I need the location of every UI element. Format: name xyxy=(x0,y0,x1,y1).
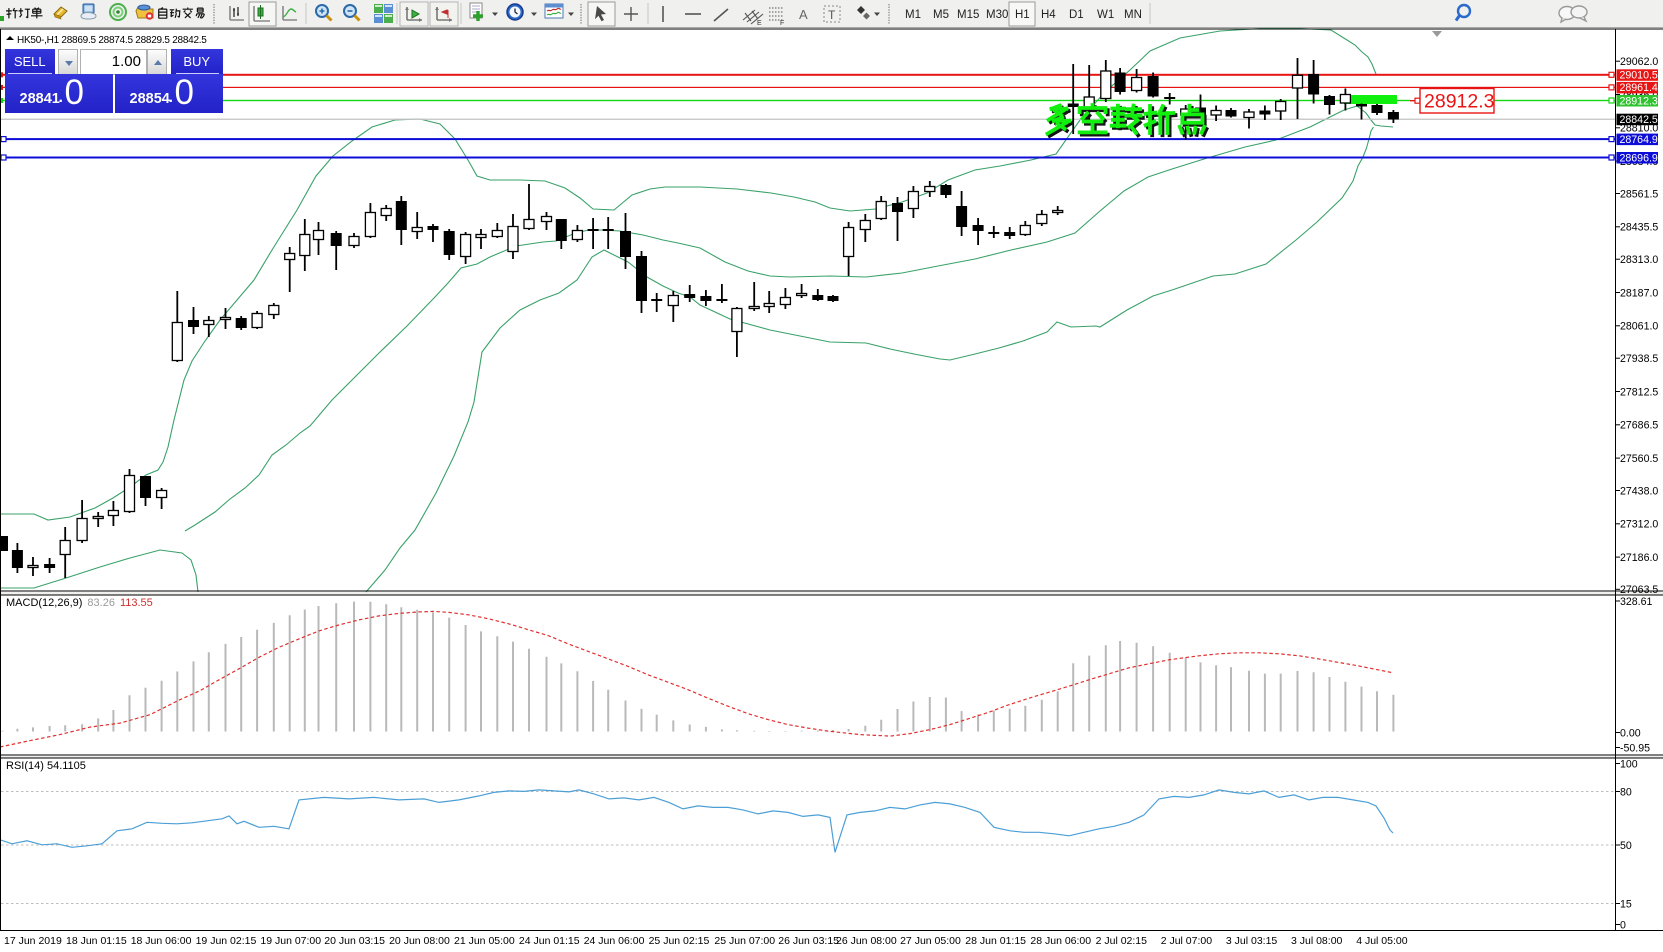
svg-text:F: F xyxy=(780,20,784,27)
svg-text:M5: M5 xyxy=(933,9,949,21)
svg-text:15: 15 xyxy=(1620,898,1632,910)
svg-text:2 Jul 02:15: 2 Jul 02:15 xyxy=(1096,935,1148,947)
svg-text:28764.9: 28764.9 xyxy=(1620,134,1658,146)
svg-text:28810.0: 28810.0 xyxy=(1620,123,1658,135)
svg-text:19 Jun 02:15: 19 Jun 02:15 xyxy=(196,935,257,947)
svg-text:28561.5: 28561.5 xyxy=(1620,188,1658,200)
svg-text:24 Jun 06:00: 24 Jun 06:00 xyxy=(584,935,645,947)
svg-text:M30: M30 xyxy=(986,9,1008,21)
svg-text:28696.9: 28696.9 xyxy=(1620,152,1658,164)
svg-text:28435.5: 28435.5 xyxy=(1620,222,1658,234)
svg-text:18 Jun 01:15: 18 Jun 01:15 xyxy=(66,935,127,947)
svg-text:27938.5: 27938.5 xyxy=(1620,353,1658,365)
svg-text:17 Jun 2019: 17 Jun 2019 xyxy=(4,935,62,947)
svg-text:80: 80 xyxy=(1620,786,1632,798)
svg-text:28912.3: 28912.3 xyxy=(1424,91,1495,113)
svg-text:MN: MN xyxy=(1124,9,1142,21)
svg-text:A: A xyxy=(799,7,808,22)
svg-text:0.00: 0.00 xyxy=(1620,727,1641,739)
svg-text:26 Jun 03:15: 26 Jun 03:15 xyxy=(778,935,839,947)
svg-text:328.61: 328.61 xyxy=(1620,596,1653,608)
svg-text:M1: M1 xyxy=(905,9,921,21)
svg-text:29062.0: 29062.0 xyxy=(1620,56,1658,68)
svg-text:25 Jun 07:00: 25 Jun 07:00 xyxy=(714,935,775,947)
svg-text:18 Jun 06:00: 18 Jun 06:00 xyxy=(131,935,192,947)
svg-text:27186.0: 27186.0 xyxy=(1620,552,1658,564)
svg-text:25 Jun 02:15: 25 Jun 02:15 xyxy=(649,935,710,947)
svg-text:26 Jun 08:00: 26 Jun 08:00 xyxy=(836,935,897,947)
svg-text:28061.0: 28061.0 xyxy=(1620,321,1658,333)
svg-text:27686.5: 27686.5 xyxy=(1620,420,1658,432)
svg-text:20 Jun 08:00: 20 Jun 08:00 xyxy=(389,935,450,947)
svg-text:RSI(14) 54.1105: RSI(14) 54.1105 xyxy=(6,760,86,772)
svg-text:4 Jul 05:00: 4 Jul 05:00 xyxy=(1356,935,1408,947)
svg-text:T: T xyxy=(828,8,836,22)
svg-text:0: 0 xyxy=(1620,919,1626,931)
svg-text:3 Jul 08:00: 3 Jul 08:00 xyxy=(1291,935,1343,947)
svg-text:27560.5: 27560.5 xyxy=(1620,453,1658,465)
svg-text:27 Jun 05:00: 27 Jun 05:00 xyxy=(900,935,961,947)
svg-text:28842.5: 28842.5 xyxy=(1620,114,1658,126)
svg-text:H4: H4 xyxy=(1041,9,1056,21)
svg-text:HK50-,H1 28869.5 28874.5 2882: HK50-,H1 28869.5 28874.5 28829.5 28842.5 xyxy=(17,35,207,46)
svg-text:27312.0: 27312.0 xyxy=(1620,519,1658,531)
svg-text:3 Jul 03:15: 3 Jul 03:15 xyxy=(1226,935,1278,947)
svg-text:W1: W1 xyxy=(1097,9,1114,21)
svg-text:20 Jun 03:15: 20 Jun 03:15 xyxy=(324,935,385,947)
svg-text:19 Jun 07:00: 19 Jun 07:00 xyxy=(260,935,321,947)
svg-text:28 Jun 01:15: 28 Jun 01:15 xyxy=(965,935,1026,947)
svg-text:E: E xyxy=(757,20,762,27)
svg-text:27438.0: 27438.0 xyxy=(1620,485,1658,497)
svg-text:28187.0: 28187.0 xyxy=(1620,287,1658,299)
svg-text:24 Jun 01:15: 24 Jun 01:15 xyxy=(519,935,580,947)
svg-text:28912.3: 28912.3 xyxy=(1620,95,1658,107)
svg-text:28961.4: 28961.4 xyxy=(1620,82,1658,94)
svg-text:M15: M15 xyxy=(957,9,979,21)
svg-text:50: 50 xyxy=(1620,840,1632,852)
svg-text:28 Jun 06:00: 28 Jun 06:00 xyxy=(1030,935,1091,947)
svg-text:27812.5: 27812.5 xyxy=(1620,386,1658,398)
svg-text:28313.0: 28313.0 xyxy=(1620,254,1658,266)
svg-text:D1: D1 xyxy=(1069,9,1084,21)
svg-text:100: 100 xyxy=(1620,758,1638,770)
svg-text:21 Jun 05:00: 21 Jun 05:00 xyxy=(454,935,515,947)
svg-text:H1: H1 xyxy=(1015,9,1030,21)
svg-text:2 Jul 07:00: 2 Jul 07:00 xyxy=(1161,935,1213,947)
svg-text:29010.5: 29010.5 xyxy=(1620,70,1658,82)
svg-text:27063.5: 27063.5 xyxy=(1620,584,1658,596)
svg-text:-50.95: -50.95 xyxy=(1620,742,1650,754)
